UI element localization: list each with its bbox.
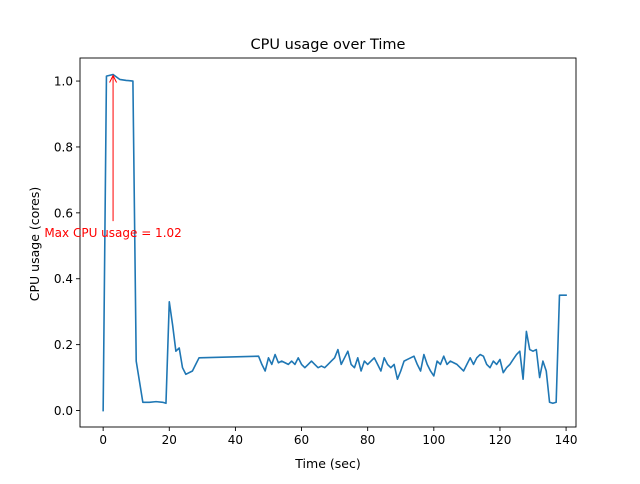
series-line-0	[102, 73, 567, 412]
y-tick-label: 0.0	[54, 404, 73, 418]
y-tick-label: 0.2	[54, 338, 73, 352]
y-tick-label: 0.8	[54, 140, 73, 154]
x-tick-label: 0	[99, 433, 107, 447]
x-tick-label: 80	[360, 433, 375, 447]
annotation-text: Max CPU usage = 1.02	[44, 226, 181, 240]
y-axis-label: CPU usage (cores)	[27, 187, 42, 301]
chart-title: CPU usage over Time	[251, 37, 406, 53]
y-tick-label: 0.6	[54, 206, 73, 220]
plot-area: 0 20 40 60 80 100 120 140 0.0 0.2 0.4 0.6 0.8 1.0 Max …	[44, 57, 578, 447]
x-tick-label: 100	[422, 433, 445, 447]
annotation-arrow-head	[109, 74, 118, 83]
x-tick-label: 60	[294, 433, 309, 447]
axes-frame	[79, 57, 577, 428]
x-tick-label: 120	[488, 433, 511, 447]
y-tick-label: 1.0	[54, 75, 73, 89]
x-tick-label: 140	[555, 433, 578, 447]
x-tick-label: 40	[228, 433, 243, 447]
y-tick-label: 0.4	[54, 272, 73, 286]
x-axis-label: Time (sec)	[294, 456, 360, 471]
x-tick-label: 20	[162, 433, 177, 447]
